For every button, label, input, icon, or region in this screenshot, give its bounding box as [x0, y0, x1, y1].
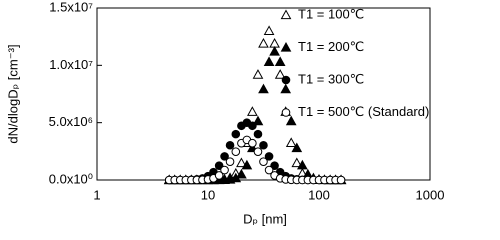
y-tick-label: 5.0x10⁶: [49, 114, 93, 129]
data-point: [220, 165, 229, 175]
x-tick-label: 100: [308, 187, 330, 202]
data-point: [253, 147, 263, 156]
data-point: [259, 157, 268, 166]
data-point: [285, 137, 297, 147]
x-tick-label: 1: [93, 187, 100, 202]
plot-frame: [96, 7, 431, 181]
data-point: [220, 152, 229, 161]
legend-marker: [281, 108, 291, 117]
data-point: [297, 159, 308, 170]
data-point: [274, 69, 286, 79]
data-point: [269, 46, 280, 56]
data-point: [214, 171, 224, 180]
chart: Dₚ [nm] dN/dlogDₚ [cm⁻³] 0.0x10⁰ 5.0x10⁶ 1…: [5, 0, 445, 226]
data-point: [270, 161, 279, 170]
data-point: [252, 115, 264, 126]
data-point: [336, 175, 346, 185]
data-point: [264, 165, 274, 175]
data-point: [259, 140, 268, 150]
y-tick-label: 1.0x10⁷: [49, 57, 93, 72]
data-point: [291, 157, 303, 168]
legend-marker: [281, 75, 291, 85]
data-point: [269, 38, 280, 48]
x-tick-label: 10: [201, 187, 215, 202]
legend-label: T1 = 500℃ (Standard): [298, 104, 429, 119]
data-point: [252, 69, 264, 79]
legend-marker: [280, 9, 292, 20]
data-point: [264, 152, 274, 161]
x-axis-label: Dₚ [nm]: [243, 211, 287, 226]
data-point: [247, 106, 258, 116]
data-point: [258, 38, 269, 48]
data-point: [248, 138, 257, 148]
data-point: [253, 129, 263, 139]
y-tick-label: 0.0x10⁰: [49, 171, 93, 186]
data-point: [280, 83, 292, 94]
data-point: [241, 159, 253, 170]
legend-label: T1 = 200℃: [298, 39, 364, 54]
x-tick-label: 1000: [416, 187, 445, 202]
data-point: [236, 157, 247, 168]
data-point: [263, 56, 275, 66]
data-point: [231, 129, 241, 139]
y-axis-label: dN/dlogDₚ [cm⁻³]: [5, 44, 20, 143]
data-point: [225, 157, 235, 166]
data-point: [231, 147, 241, 156]
data-point: [248, 121, 257, 131]
legend-label: T1 = 300℃: [298, 71, 364, 86]
data-point: [285, 115, 297, 126]
data-point: [258, 83, 269, 94]
data-point: [236, 168, 247, 179]
data-point: [274, 56, 286, 66]
data-point: [291, 142, 303, 153]
data-point: [263, 25, 275, 36]
y-tick-label: 1.5x10⁷: [49, 0, 93, 14]
legend-label: T1 = 100℃: [298, 6, 364, 21]
data-point: [225, 140, 235, 150]
legend-marker: [280, 41, 292, 52]
